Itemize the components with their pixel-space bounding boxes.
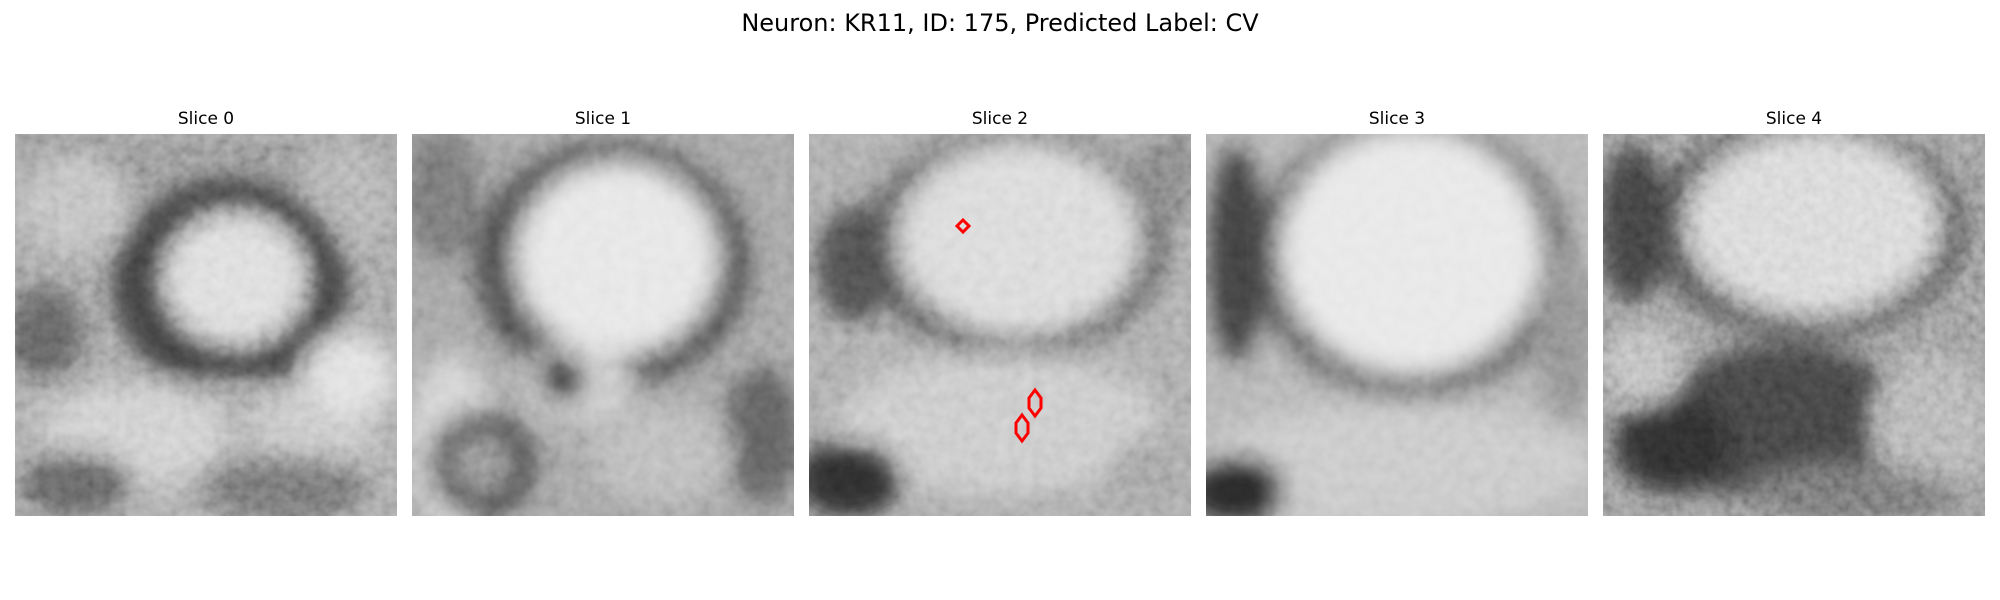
slice-image (809, 134, 1191, 516)
slice-image (1603, 134, 1985, 516)
detection-marker (954, 217, 972, 235)
slice-panel-3: Slice 3 (1206, 108, 1588, 516)
slice-panel-0: Slice 0 (15, 108, 397, 516)
slice-image (1206, 134, 1588, 516)
detection-marker (1027, 387, 1043, 419)
slice-panel-1: Slice 1 (412, 108, 794, 516)
slice-panel-4: Slice 4 (1603, 108, 1985, 516)
slice-image (412, 134, 794, 516)
figure-title: Neuron: KR11, ID: 175, Predicted Label: … (741, 9, 1259, 37)
slice-title: Slice 1 (574, 109, 632, 129)
slice-title: Slice 2 (971, 109, 1029, 129)
slice-image (15, 134, 397, 516)
slice-title: Slice 4 (1765, 109, 1823, 129)
detection-marker (1014, 412, 1030, 444)
slice-panel-2: Slice 2 (809, 108, 1191, 516)
slice-title: Slice 0 (177, 109, 235, 129)
slice-title: Slice 3 (1368, 109, 1426, 129)
